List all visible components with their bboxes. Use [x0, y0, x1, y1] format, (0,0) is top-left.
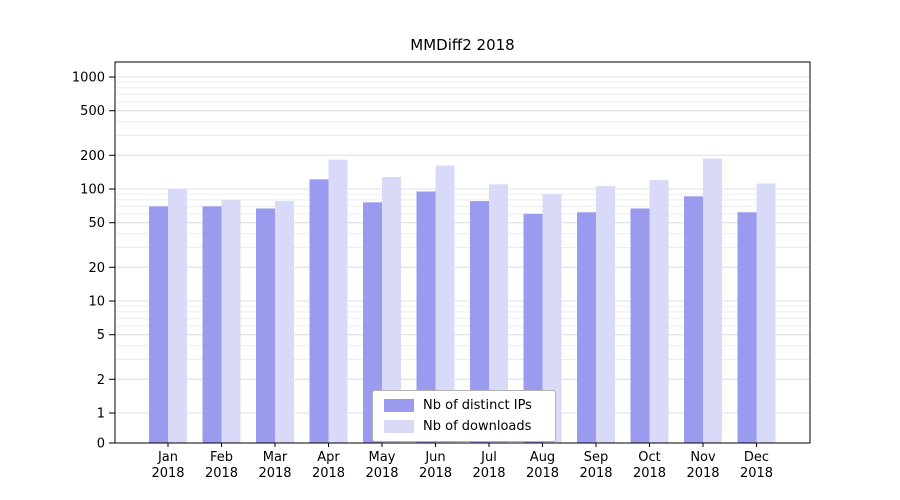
- x-tick-label-year-sep: 2018: [579, 466, 612, 481]
- bar-distinct-ips-jul: [470, 201, 489, 443]
- x-tick-label-year-jun: 2018: [419, 466, 452, 481]
- legend: Nb of distinct IPs Nb of downloads: [372, 390, 556, 442]
- x-tick-label-month-jul: Jul: [480, 450, 497, 465]
- bar-downloads-feb: [221, 199, 241, 443]
- bar-distinct-ips-jan: [149, 206, 168, 443]
- bar-downloads-aug: [542, 194, 562, 443]
- chart-title: MMDiff2 2018: [410, 36, 515, 54]
- x-tick-label-month-dec: Dec: [744, 450, 769, 465]
- x-tick-label-year-mar: 2018: [258, 466, 291, 481]
- x-tick-label-year-nov: 2018: [686, 466, 719, 481]
- x-tick-label-year-feb: 2018: [205, 466, 238, 481]
- x-tick-label-month-aug: Aug: [530, 450, 555, 465]
- legend-label-distinct-ips: Nb of distinct IPs: [423, 398, 532, 413]
- x-tick-label-year-jul: 2018: [472, 466, 505, 481]
- bar-downloads-oct: [649, 180, 669, 443]
- y-tick-label-500: 500: [80, 104, 105, 119]
- y-tick-label-2: 2: [97, 373, 105, 388]
- x-tick-label-year-jan: 2018: [151, 466, 184, 481]
- y-tick-label-1000: 1000: [72, 71, 105, 86]
- y-tick-label-10: 10: [88, 295, 105, 310]
- bar-downloads-mar: [275, 201, 294, 443]
- x-tick-label-month-feb: Feb: [210, 450, 233, 465]
- bar-distinct-ips-dec: [737, 212, 757, 443]
- bar-downloads-jun: [435, 165, 455, 444]
- legend-swatch-distinct-ips: [384, 399, 414, 412]
- y-tick-label-0: 0: [97, 437, 105, 452]
- x-tick-label-month-nov: Nov: [690, 450, 716, 465]
- bar-downloads-apr: [328, 159, 348, 444]
- x-tick-label-year-dec: 2018: [740, 466, 773, 481]
- x-tick-label-month-mar: Mar: [263, 450, 288, 465]
- y-tick-label-1: 1: [97, 407, 105, 422]
- x-tick-label-year-oct: 2018: [633, 466, 666, 481]
- bar-distinct-ips-oct: [630, 208, 650, 443]
- y-tick-label-100: 100: [80, 183, 105, 198]
- x-tick-label-month-jan: Jan: [157, 450, 178, 465]
- bar-distinct-ips-feb: [202, 206, 222, 443]
- y-tick-label-20: 20: [88, 261, 105, 276]
- bar-downloads-nov: [703, 158, 722, 443]
- y-tick-label-200: 200: [80, 149, 105, 164]
- bar-downloads-sep: [596, 186, 615, 443]
- x-tick-label-year-aug: 2018: [526, 466, 559, 481]
- x-tick-label-year-apr: 2018: [312, 466, 345, 481]
- legend-item-distinct-ips: Nb of distinct IPs: [384, 398, 544, 413]
- x-tick-label-year-may: 2018: [365, 466, 398, 481]
- bar-distinct-ips-mar: [256, 208, 275, 443]
- bar-distinct-ips-may: [363, 202, 382, 443]
- bar-distinct-ips-nov: [684, 196, 703, 443]
- legend-item-downloads: Nb of downloads: [384, 419, 544, 434]
- bar-downloads-dec: [756, 183, 776, 443]
- bar-distinct-ips-jun: [416, 191, 436, 443]
- x-tick-label-month-apr: Apr: [317, 450, 340, 465]
- bar-distinct-ips-apr: [309, 179, 329, 443]
- bar-distinct-ips-sep: [577, 212, 596, 443]
- x-tick-label-month-may: May: [369, 450, 396, 465]
- plot-frame: [114, 61, 811, 444]
- bar-downloads-jul: [489, 184, 508, 443]
- bar-distinct-ips-aug: [523, 213, 543, 443]
- y-tick-label-50: 50: [88, 216, 105, 231]
- bar-downloads-may: [382, 176, 401, 443]
- bar-downloads-jan: [168, 188, 187, 443]
- legend-swatch-downloads: [384, 420, 414, 433]
- x-tick-label-month-sep: Sep: [584, 450, 609, 465]
- legend-label-downloads: Nb of downloads: [423, 419, 532, 434]
- y-tick-label-5: 5: [97, 328, 105, 343]
- x-tick-label-month-oct: Oct: [638, 450, 660, 465]
- x-tick-label-month-jun: Jun: [424, 450, 445, 465]
